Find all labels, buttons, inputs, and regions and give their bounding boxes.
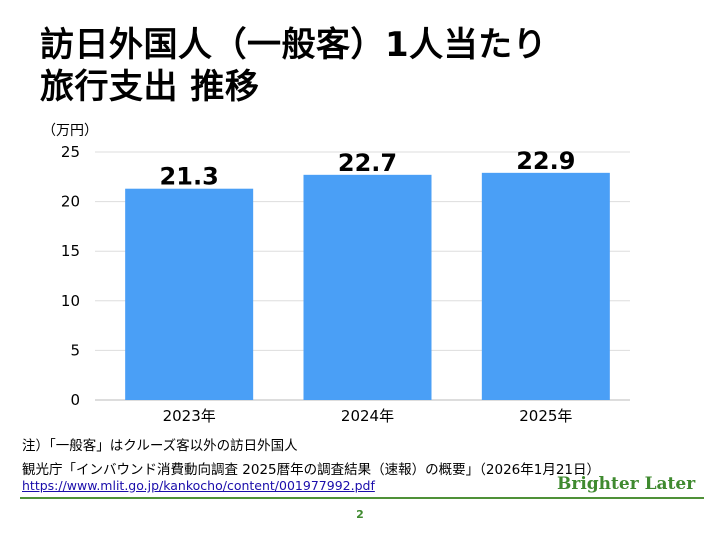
x-tick-label: 2024年 — [341, 407, 394, 425]
bar — [125, 188, 254, 400]
bar — [303, 174, 432, 400]
y-axis-unit: （万円） — [42, 123, 98, 139]
title-line-1: 訪日外国人（一般客）1人当たり — [40, 25, 548, 65]
x-tick-label: 2023年 — [163, 407, 216, 425]
bar — [481, 172, 610, 400]
footer-divider — [20, 497, 704, 499]
brand-logo: Brighter Later — [557, 474, 696, 494]
data-label: 22.7 — [338, 149, 397, 177]
data-label: 21.3 — [160, 163, 219, 191]
page-number: 2 — [356, 508, 364, 521]
x-tick-label: 2025年 — [519, 407, 572, 425]
source-link[interactable]: https://www.mlit.go.jp/kankocho/content/… — [22, 478, 375, 493]
y-tick-label: 25 — [61, 143, 80, 161]
y-tick-label: 20 — [61, 193, 80, 211]
slide-title: 訪日外国人（一般客）1人当たり 旅行支出 推移 — [40, 24, 547, 108]
footnote: 注）「一般客」はクルーズ客以外の訪日外国人 — [22, 438, 298, 454]
y-tick-label: 5 — [70, 341, 80, 359]
y-tick-label: 0 — [70, 391, 80, 409]
title-line-2: 旅行支出 推移 — [40, 67, 260, 107]
y-tick-label: 10 — [61, 292, 80, 310]
y-tick-label: 15 — [61, 242, 80, 260]
source-note: 観光庁「インバウンド消費動向調査 2025暦年の調査結果（速報）の概要」（202… — [22, 462, 601, 478]
data-label: 22.9 — [516, 147, 575, 175]
